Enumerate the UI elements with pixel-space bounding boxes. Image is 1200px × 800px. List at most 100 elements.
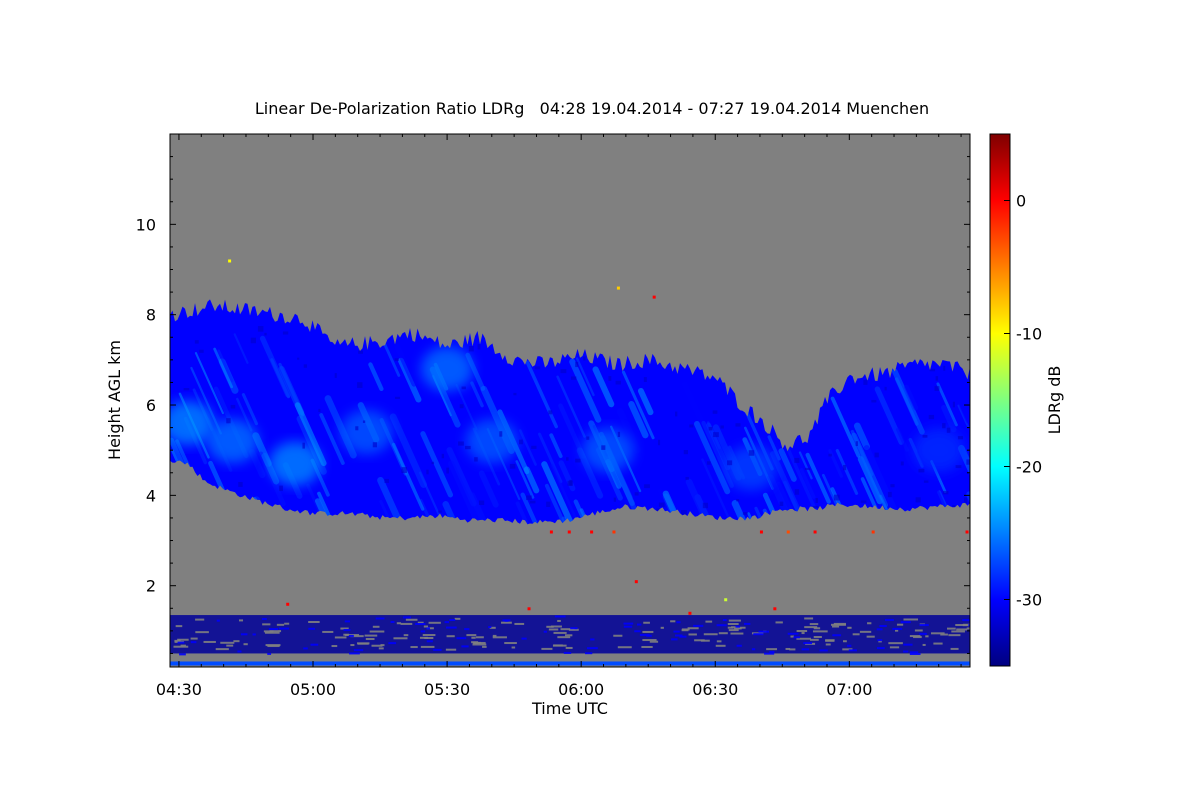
boundary-layer-streak bbox=[353, 649, 364, 652]
cloud-streak bbox=[515, 501, 533, 525]
cloud-streak bbox=[896, 427, 909, 452]
boundary-layer bbox=[170, 615, 970, 656]
boundary-layer-gap bbox=[825, 639, 835, 642]
boundary-layer-gap bbox=[687, 627, 699, 630]
boundary-layer-gap bbox=[264, 631, 280, 634]
boundary-layer-streak bbox=[676, 621, 681, 624]
boundary-layer-streak bbox=[909, 652, 921, 655]
boundary-layer-streak bbox=[426, 640, 433, 643]
boundary-layer-gap bbox=[847, 626, 852, 629]
boundary-layer-gap bbox=[331, 645, 338, 648]
boundary-layer-gap bbox=[396, 622, 402, 625]
x-tick-label: 06:00 bbox=[558, 680, 604, 699]
boundary-layer-gap bbox=[922, 643, 926, 646]
cloud-speckle bbox=[952, 401, 955, 408]
cloud-speckle bbox=[644, 484, 650, 489]
boundary-layer-streak bbox=[793, 636, 800, 639]
cloud-speckle bbox=[736, 499, 740, 502]
boundary-layer-gap bbox=[340, 627, 349, 630]
boundary-layer-gap bbox=[233, 640, 240, 643]
boundary-layer-gap bbox=[400, 622, 413, 625]
chart-title: Linear De-Polarization Ratio LDRg 04:28 … bbox=[255, 99, 929, 118]
boundary-layer-streak bbox=[216, 619, 220, 622]
cloud-streak bbox=[556, 375, 586, 438]
boundary-layer-gap bbox=[801, 632, 805, 635]
boundary-layer-gap bbox=[649, 640, 659, 643]
boundary-layer-gap bbox=[226, 644, 234, 647]
boundary-layer-gap bbox=[643, 621, 650, 624]
cloud-streak bbox=[799, 468, 816, 499]
cloud-speckle bbox=[702, 502, 709, 509]
cloud-streak bbox=[233, 333, 249, 364]
boundary-layer-gap bbox=[489, 626, 496, 629]
colorbar bbox=[989, 133, 1011, 667]
cloud-streak bbox=[778, 448, 797, 482]
cloud-streak bbox=[549, 433, 563, 459]
scatter-point bbox=[965, 530, 969, 534]
boundary-layer-gap bbox=[796, 637, 811, 640]
boundary-layer-streak bbox=[671, 638, 678, 641]
boundary-layer-gap bbox=[785, 647, 791, 650]
cloud-speckle bbox=[199, 349, 204, 353]
boundary-layer-gap bbox=[482, 645, 487, 648]
boundary-layer-streak bbox=[502, 619, 511, 622]
boundary-layer-gap bbox=[364, 634, 378, 637]
cloud-streak bbox=[628, 401, 649, 439]
boundary-layer-streak bbox=[903, 643, 913, 646]
boundary-layer-gap bbox=[446, 635, 455, 638]
boundary-layer-gap bbox=[405, 618, 418, 621]
cloud-streak bbox=[830, 396, 861, 458]
cloud-streak bbox=[857, 456, 883, 505]
boundary-layer-gap bbox=[804, 626, 818, 629]
cloud-speckle bbox=[468, 345, 474, 352]
boundary-layer-streak bbox=[679, 635, 687, 638]
cloud-streak bbox=[863, 445, 898, 513]
cloud-speckle bbox=[643, 377, 647, 382]
plot-frame bbox=[169, 133, 971, 668]
cloud-speckle bbox=[942, 490, 949, 495]
cloud-streak bbox=[754, 506, 782, 525]
boundary-layer-streak bbox=[884, 618, 894, 621]
scatter-point bbox=[527, 607, 531, 611]
boundary-layer-gap bbox=[716, 640, 722, 643]
boundary-layer-gap bbox=[909, 635, 921, 638]
boundary-layer-streak bbox=[623, 625, 633, 628]
boundary-layer-gap bbox=[426, 627, 434, 630]
boundary-layer-gap bbox=[813, 636, 822, 639]
boundary-layer-gap bbox=[790, 635, 795, 638]
cloud-speckle bbox=[689, 424, 694, 428]
boundary-layer-gap bbox=[174, 639, 181, 642]
cloud-speckle bbox=[683, 450, 688, 455]
boundary-layer-streak bbox=[803, 642, 813, 645]
boundary-layer-streak bbox=[879, 624, 887, 627]
boundary-layer-gap bbox=[564, 634, 573, 637]
y-tick-label: 6 bbox=[146, 396, 156, 415]
cloud-speckle bbox=[794, 489, 800, 495]
boundary-layer-gap bbox=[550, 625, 562, 628]
boundary-layer-gap bbox=[728, 619, 741, 622]
boundary-layer-gap bbox=[177, 638, 189, 641]
cloud-speckle bbox=[955, 465, 962, 469]
cloud-streak bbox=[194, 352, 224, 415]
boundary-layer-streak bbox=[736, 644, 742, 647]
cloud-streak bbox=[569, 358, 602, 423]
boundary-layer-gap bbox=[956, 628, 968, 631]
boundary-layer-gap bbox=[705, 620, 713, 623]
cloud-speckle bbox=[601, 445, 606, 450]
boundary-layer-gap bbox=[265, 644, 281, 647]
boundary-layer-gap bbox=[642, 639, 657, 642]
cloud-streak bbox=[575, 357, 595, 397]
near-ground-strip bbox=[170, 661, 970, 666]
boundary-layer-gap bbox=[813, 627, 821, 630]
y-axis-label: Height AGL km bbox=[105, 340, 124, 460]
boundary-layer-streak bbox=[261, 618, 267, 621]
cloud-streak bbox=[368, 362, 384, 392]
boundary-layer-gap bbox=[238, 619, 244, 622]
boundary-layer-streak bbox=[623, 622, 634, 625]
boundary-layer-gap bbox=[568, 628, 579, 631]
boundary-layer-gap bbox=[343, 633, 350, 636]
cloud-speckle bbox=[509, 463, 516, 469]
boundary-layer-streak bbox=[449, 619, 456, 622]
y-tick-label: 2 bbox=[146, 577, 156, 596]
cloud-speckle bbox=[257, 326, 264, 332]
